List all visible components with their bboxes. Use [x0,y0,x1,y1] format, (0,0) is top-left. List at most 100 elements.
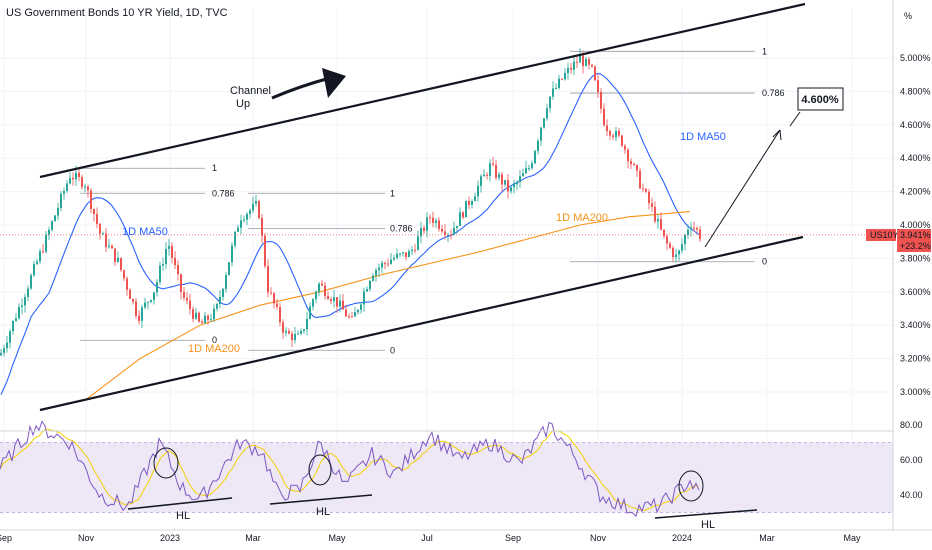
candle-body [54,215,56,222]
channel-lower-line [39,235,804,412]
channel-label-line2: Up [236,98,250,110]
candle-body [108,245,110,247]
candle-body [198,312,200,322]
y-tick-label: 4.400% [900,153,931,163]
fib-level-label: 1 [390,188,395,198]
candle-body [504,180,506,185]
candle-body [516,182,518,185]
candle-body [252,203,254,211]
candle-body [138,315,140,321]
candle-body [69,177,71,184]
candle-body [288,331,290,334]
candles [0,48,701,357]
candle-body [345,309,347,317]
candle-body [375,270,377,276]
candle-body [666,236,668,244]
candle-body [315,291,317,300]
rsi-tick-label: 40.00 [900,490,923,500]
candle-body [549,96,551,109]
fib-levels: 1 0.786 0 1 0.786 0 1 0.786 0 [80,46,785,355]
hl-line-2 [269,494,373,505]
candle-body [207,315,209,320]
ma200-label-right: 1D MA200 [556,212,608,224]
y-tick-label: 4.200% [900,187,931,197]
candle-body [219,296,221,305]
candle-body [681,244,683,251]
symbol-badge-text: US10Y [870,230,899,240]
candle-body [492,163,494,165]
fib-level-label: 1 [762,46,767,56]
candle-body [480,176,482,186]
candle-body [12,320,14,332]
candle-body [3,348,5,353]
y-tick-label: 4.800% [900,86,931,96]
x-tick-label: 2023 [160,533,180,543]
candle-body [381,263,383,268]
x-tick-label: Mar [245,533,261,543]
rsi-lines [0,420,700,518]
ma200-label-left: 1D MA200 [188,343,240,355]
candle-body [102,233,104,235]
candle-body [528,168,530,170]
candle-body [342,300,344,310]
candle-body [483,174,485,177]
candle-body [270,292,272,294]
candle-body [234,231,236,246]
candle-body [120,257,122,271]
hl-line-3 [654,509,758,519]
target-callout-pointer [789,111,801,127]
y-tick-label: 3.200% [900,354,931,364]
candle-body [633,164,635,166]
candle-body [648,191,650,204]
y-tick-label: 5.000% [900,53,931,63]
candle-body [255,201,257,204]
candle-body [72,177,74,180]
candle-body [222,288,224,297]
candle-body [24,296,26,306]
candle-body [444,231,446,235]
candle-body [147,301,149,303]
candle-body [348,316,350,318]
candle-body [123,270,125,279]
candle-body [426,217,428,231]
candle-body [0,352,2,356]
candle-body [462,212,464,218]
candle-body [33,263,35,276]
x-tick-label: May [328,533,346,543]
candle-body [9,331,11,343]
candle-body [534,151,536,164]
candle-body [186,297,188,301]
candle-body [399,253,401,255]
hl-label-2: HL [316,506,330,518]
candle-body [357,309,359,313]
candle-body [267,266,269,293]
candle-body [438,220,440,229]
candle-body [489,163,491,176]
candle-body [273,293,275,304]
candle-body [276,303,278,307]
candle-body [243,219,245,221]
candle-body [690,227,692,230]
candle-body [591,64,593,67]
rsi-circle-2 [308,454,332,486]
candle-body [675,254,677,258]
candle-body [111,245,113,249]
candle-body [561,78,563,80]
candle-body [351,316,353,318]
x-tick-label: 2024 [672,533,692,543]
candle-body [261,218,263,236]
candle-body [570,67,572,70]
last-price: 3.941% [900,230,931,240]
candle-body [507,180,509,192]
candle-body [486,174,488,176]
candle-body [30,275,32,289]
candle-body [582,55,584,67]
x-tick-label: Nov [590,533,607,543]
hl-label-3: HL [701,519,715,531]
candle-body [57,207,59,216]
moving-averages [0,72,701,401]
fib-level-label: 0 [212,335,217,345]
candle-body [156,281,158,293]
candle-body [435,220,437,224]
